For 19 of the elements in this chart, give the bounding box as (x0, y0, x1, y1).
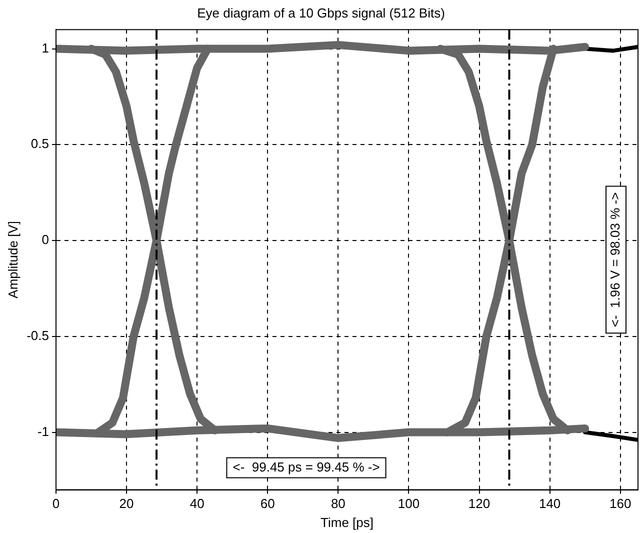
y-tick-label: 1 (42, 40, 49, 56)
y-axis-title: Amplitude [V] (5, 221, 20, 298)
x-tick-label: 0 (52, 496, 60, 512)
x-axis-title: Time [ps] (320, 514, 374, 530)
y-tick-label: 0 (42, 232, 49, 248)
x-tick-label: 80 (330, 496, 346, 512)
y-tick-label: 0.5 (30, 136, 49, 152)
x-tick-label: 100 (398, 496, 420, 512)
x-tick-label: 120 (468, 496, 490, 512)
y-tick-label: -0.5 (26, 328, 49, 343)
x-tick-label: 40 (190, 496, 204, 512)
x-tick-label: 140 (538, 496, 561, 512)
x-tick-label: 160 (610, 496, 632, 512)
x-tick-label: 60 (260, 496, 275, 512)
y-tick-label: -1 (37, 424, 49, 439)
x-tick-label: 20 (119, 496, 134, 512)
chart-title: Eye diagram of a 10 Gbps signal (512 Bits) (197, 5, 445, 20)
annotation: <- 99.45 ps = 99.45 % -> (232, 459, 380, 474)
annotation: <- 1.96 V = 98.03 % -> (608, 192, 623, 328)
